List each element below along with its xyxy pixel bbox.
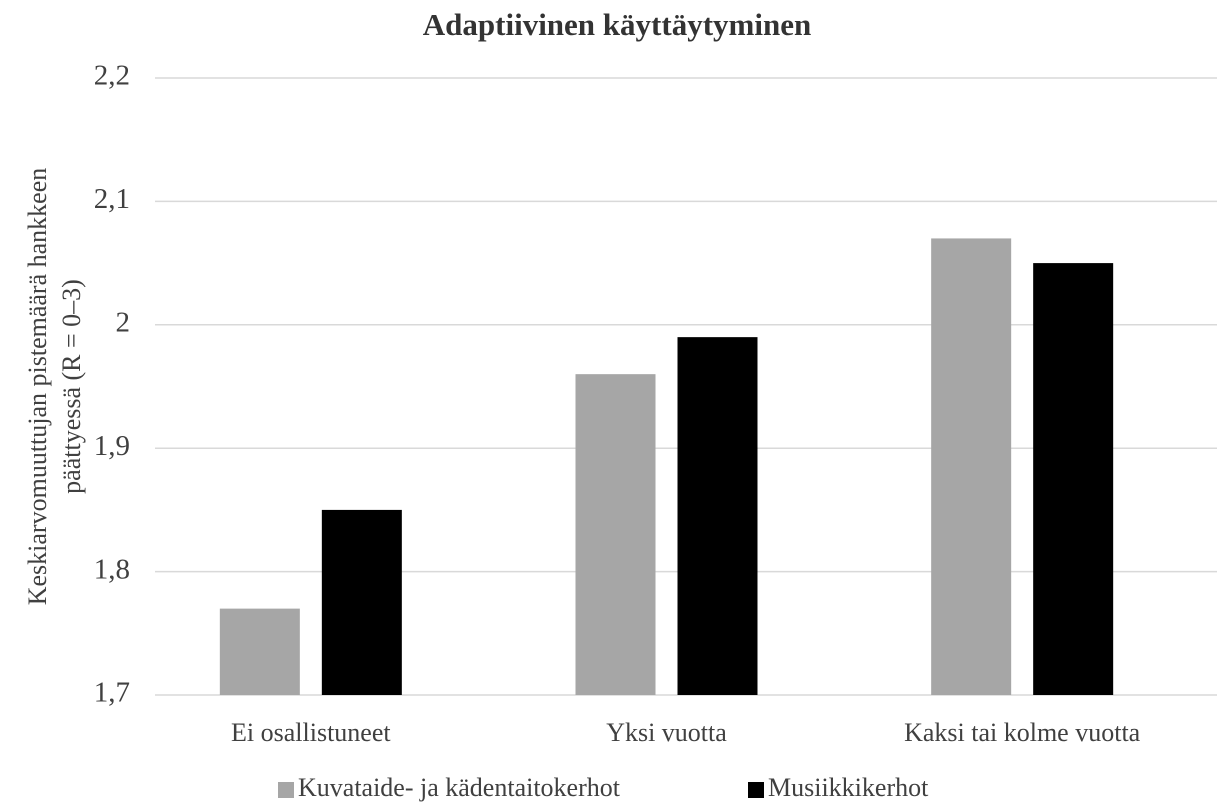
bar [1033,263,1114,695]
x-tick-label: Yksi vuotta [606,718,727,747]
y-axis-label: päättyessä (R = 0–3) [57,279,86,494]
chart-title: Adaptiivinen käyttäytyminen [423,7,811,42]
x-tick-label: Ei osallistuneet [231,718,391,747]
y-tick-label: 1,9 [94,430,130,462]
y-axis-label: Keskiarvomuuttujan pistemäärä hankkeen [23,168,52,606]
bar [677,337,758,695]
y-tick-label: 2,2 [94,60,130,92]
x-tick-label: Kaksi tai kolme vuotta [904,718,1141,747]
legend-label: Kuvataide- ja kädentaitokerhot [298,773,621,802]
y-tick-label: 1,7 [94,677,130,709]
legend-swatch [278,782,294,798]
bar [575,374,656,695]
y-tick-label: 2,1 [94,183,130,215]
legend-swatch [748,782,764,798]
y-tick-label: 1,8 [94,553,130,585]
legend-label: Musiikkikerhot [768,773,929,802]
bar [219,608,300,695]
y-tick-label: 2 [116,306,131,338]
bar [321,509,402,695]
bar [931,238,1012,696]
